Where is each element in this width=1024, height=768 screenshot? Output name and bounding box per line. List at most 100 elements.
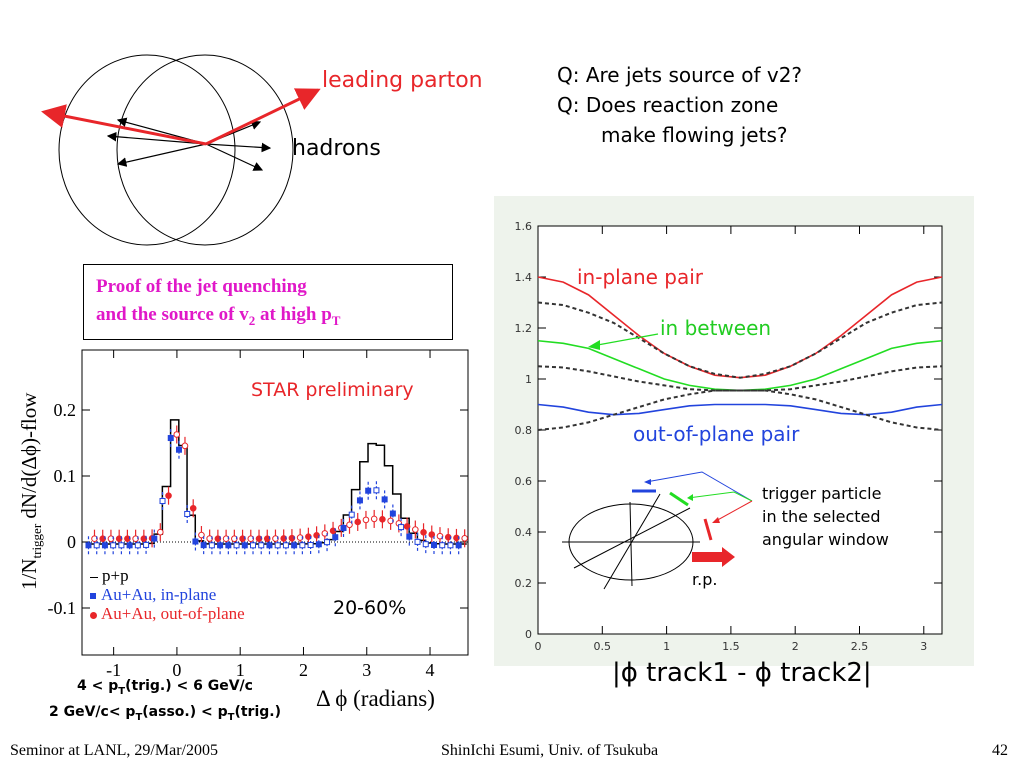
- rp-arrow-icon: [692, 547, 735, 567]
- proof-box: Proof of the jet quenching and the sourc…: [83, 264, 453, 340]
- star-preliminary: STAR preliminary: [251, 379, 414, 401]
- left-y-tick-label: -0.1: [48, 598, 77, 618]
- left-y-tick-label: 0.2: [54, 400, 77, 420]
- out-of-plane-point: [379, 515, 386, 523]
- y-tick-label: 1.2: [515, 322, 533, 335]
- in-plane-point: [315, 541, 322, 548]
- x-tick-label: 0: [535, 640, 542, 653]
- right-chart-plot-area: [537, 225, 943, 635]
- in-plane-point: [192, 538, 199, 545]
- y-tick-label: 0: [525, 628, 532, 641]
- out-of-plane-point: [165, 492, 172, 499]
- series-line-out-of-plane-pair: [537, 403, 943, 416]
- in-plane-point: [167, 435, 174, 442]
- out-of-plane-point: [403, 523, 411, 530]
- legend-out-of-plane: Au+Au, out-of-plane: [90, 604, 245, 623]
- out-of-plane-point: [198, 531, 205, 539]
- in-plane-point: [274, 542, 281, 549]
- footer-center: ShinIchi Esumi, Univ. of Tsukuba: [441, 742, 659, 759]
- question-2: Q: Does reaction zone: [557, 93, 779, 117]
- in-plane-point: [85, 542, 92, 549]
- y-tick-label: 1: [525, 373, 532, 386]
- reaction-plane-sketch: [562, 471, 753, 590]
- proof-line-2: and the source of v2 at high pT: [96, 304, 341, 328]
- series-line-dashed-5: [537, 389, 943, 431]
- hadrons-label: hadrons: [292, 136, 381, 161]
- jet-diagram: [41, 54, 321, 246]
- in-plane-point: [381, 496, 388, 503]
- nucleus-left: [58, 54, 236, 246]
- label-trigger-particle: trigger particle in the selected angular…: [762, 484, 889, 549]
- legend-in-plane: Au+Au, in-plane: [90, 585, 245, 604]
- in-plane-point: [110, 542, 117, 549]
- in-plane-point: [365, 487, 372, 494]
- x-tick-label: 1.5: [722, 640, 740, 653]
- in-plane-point: [134, 542, 141, 549]
- pt-cut-trigger: 4 < pT(trig.) < 6 GeV/c: [77, 678, 253, 697]
- left-xlabel: Δ ϕ (radians): [316, 686, 435, 711]
- in-plane-point: [340, 524, 347, 531]
- left-x-tick-label: -1: [106, 660, 121, 680]
- out-of-plane-point: [362, 516, 370, 524]
- in-plane-point: [175, 446, 182, 453]
- out-of-plane-point: [412, 526, 419, 533]
- in-plane-point: [93, 542, 100, 549]
- y-tick-label: 0.2: [515, 577, 533, 590]
- footer-left: Seminor at LANL, 29/Mar/2005: [10, 742, 218, 759]
- in-plane-point: [348, 511, 355, 518]
- in-plane-point: [208, 542, 215, 549]
- left-x-tick-label: 3: [362, 660, 371, 680]
- left-y-tick-label: 0: [67, 532, 76, 552]
- in-plane-point: [447, 542, 454, 549]
- label-rp: r.p.: [692, 570, 718, 589]
- in-between-arrow: [588, 333, 659, 350]
- in-plane-point: [430, 541, 437, 548]
- in-plane-point: [406, 533, 413, 540]
- in-plane-point: [455, 542, 462, 549]
- out-of-plane-point: [189, 504, 197, 512]
- y-tick-label: 1.4: [515, 271, 533, 284]
- left-ylabel: 1/Ntrigger dN/d(Δϕ)-flow: [17, 392, 44, 590]
- out-of-plane-point: [436, 532, 444, 540]
- in-plane-point: [439, 542, 446, 549]
- out-of-plane-point: [428, 531, 436, 538]
- question-2-cont: make flowing jets?: [601, 123, 788, 147]
- proof-line-1: Proof of the jet quenching: [96, 276, 307, 297]
- in-plane-point: [258, 542, 265, 549]
- in-plane-point: [217, 542, 224, 549]
- out-of-plane-point: [346, 521, 353, 529]
- y-tick-label: 0.8: [515, 424, 533, 437]
- left-plot: 0.2 0.1 0 -0.1 -1 0 1 2 3 4 1/Ntrigger dN/d(Δϕ)-…: [17, 349, 469, 680]
- in-plane-point: [307, 542, 314, 549]
- footer-page-number: 42: [992, 742, 1008, 759]
- pt-cuts: 4 < pT(trig.) < 6 GeV/c 2 GeV/c< pT(asso…: [0, 676, 330, 728]
- in-plane-point: [151, 535, 158, 542]
- in-plane-point: [200, 542, 207, 549]
- left-plot-frame: [81, 349, 469, 656]
- in-plane-point: [282, 542, 289, 549]
- legend-pp: p+p: [90, 566, 245, 585]
- in-plane-point: [324, 539, 331, 546]
- in-plane-point: [291, 542, 298, 549]
- in-plane-point: [389, 510, 396, 517]
- in-plane-point: [356, 497, 363, 504]
- out-of-plane-point: [354, 518, 362, 526]
- in-plane-point: [118, 542, 125, 549]
- in-plane-point: [233, 542, 240, 549]
- left-y-tick-label: 0.1: [54, 466, 77, 486]
- y-tick-label: 0.6: [515, 475, 533, 488]
- in-plane-point: [266, 542, 273, 549]
- in-plane-point: [225, 542, 232, 549]
- leading-parton-label: leading parton: [322, 68, 483, 93]
- pt-cut-associated: 2 GeV/c< pT(asso.) < pT(trig.): [48, 703, 282, 723]
- x-tick-label: 3: [920, 640, 927, 653]
- questions: Q: Are jets source of v2? Q: Does reacti…: [557, 60, 802, 150]
- out-of-plane-point: [173, 431, 181, 438]
- label-in-between: in between: [660, 316, 772, 340]
- out-of-plane-point: [420, 528, 427, 536]
- in-plane-point: [414, 538, 421, 545]
- question-1: Q: Are jets source of v2?: [557, 63, 803, 87]
- x-tick-label: 0.5: [594, 640, 612, 653]
- y-tick-label: 1.6: [515, 220, 533, 233]
- in-plane-point: [159, 498, 166, 505]
